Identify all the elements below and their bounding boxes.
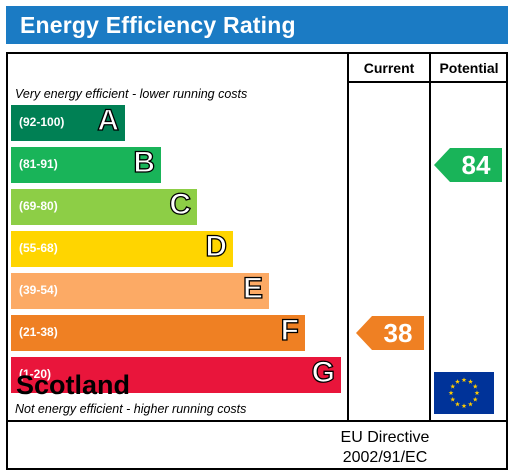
column-current-heading: Current (363, 60, 415, 76)
rating-table: Current Potential Very energy efficient … (6, 52, 508, 470)
band-range-label: (1-20) (19, 367, 52, 381)
title-bar: Energy Efficiency Rating (6, 6, 508, 44)
footer-divider (8, 420, 506, 422)
band-letter-label: E (242, 271, 263, 305)
top-note: Very energy efficient - lower running co… (15, 87, 248, 101)
directive-line-2: 2002/91/EC (342, 449, 428, 466)
band-letter-label: C (169, 187, 192, 221)
eu-star-icon (450, 383, 456, 389)
eu-star-icon (474, 390, 480, 396)
eu-star-icon (450, 396, 456, 402)
eu-star-icon (448, 390, 454, 396)
directive-line-1: EU Directive (340, 429, 430, 446)
eu-star-icon (461, 377, 467, 383)
eu-star-icon (472, 396, 478, 402)
band-letter-label: G (311, 355, 336, 389)
band-g: (1-20) G (11, 355, 341, 393)
band-letter-label: D (205, 229, 228, 263)
band-range-label: (39-54) (19, 283, 58, 297)
band-range-label: (81-91) (19, 157, 58, 171)
eu-star-icon (468, 401, 473, 407)
band-f: (21-38) F (11, 313, 305, 351)
eu-star-icon (455, 379, 460, 384)
band-letter-label: A (97, 103, 120, 137)
current-rating-value: 38 (383, 318, 413, 348)
band-b: (81-91) B (11, 145, 161, 183)
potential-marker-arrow (434, 148, 502, 182)
header-divider (347, 81, 508, 83)
band-letter-label: F (280, 313, 300, 347)
column-divider (429, 54, 431, 422)
eu-flag-icon (434, 372, 494, 414)
bottom-note: Not energy efficient - higher running co… (15, 402, 247, 416)
potential-rating-value: 84 (461, 150, 491, 180)
column-divider (347, 54, 349, 422)
page-title: Energy Efficiency Rating (20, 12, 296, 38)
eu-star-icon (461, 403, 467, 409)
current-marker-arrow (356, 316, 424, 350)
band-d: (55-68) D (11, 229, 233, 267)
eu-star-icon (455, 401, 460, 407)
column-potential-heading: Potential (439, 60, 499, 76)
band-letter-label: B (133, 145, 156, 179)
band-e: (39-54) E (11, 271, 269, 309)
region-label: Scotland (16, 370, 131, 400)
band-range-label: (21-38) (19, 325, 58, 339)
band-range-label: (55-68) (19, 241, 58, 255)
potential-rating-marker: 84 (434, 148, 502, 182)
eu-star-icon (468, 379, 473, 384)
current-rating-marker: 38 (356, 316, 424, 350)
band-c: (69-80) C (11, 187, 197, 225)
band-range-label: (92-100) (19, 115, 65, 129)
band-range-label: (69-80) (19, 199, 58, 213)
band-a: (92-100) A (11, 103, 125, 141)
eu-star-icon (472, 383, 478, 389)
